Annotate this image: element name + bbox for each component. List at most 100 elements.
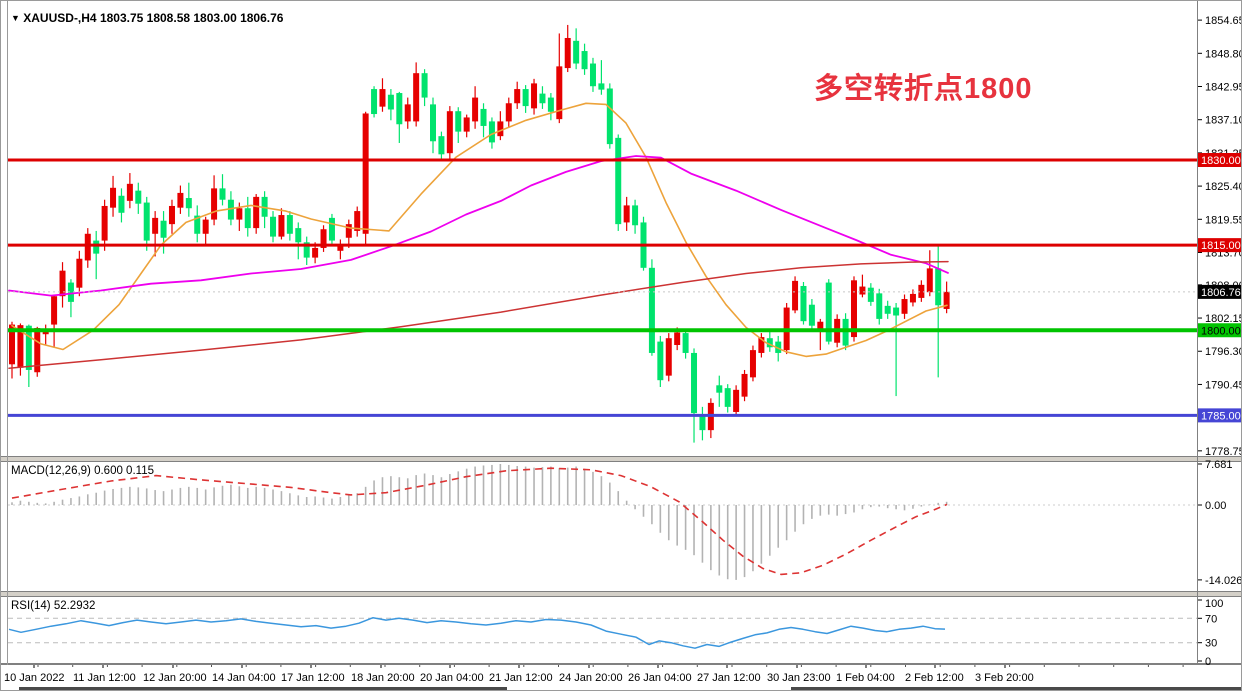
candle <box>25 324 32 387</box>
candle <box>901 294 908 319</box>
candle-body <box>17 325 24 368</box>
candle-body <box>851 280 857 338</box>
candle-body <box>320 229 327 248</box>
candle-body <box>76 258 83 288</box>
candle-body <box>792 280 799 311</box>
candle <box>446 106 453 160</box>
candle <box>817 318 824 351</box>
candle <box>42 324 49 345</box>
candle-body <box>438 136 445 155</box>
candle-body <box>581 51 588 70</box>
candle <box>733 385 740 417</box>
candle-body <box>286 215 293 234</box>
candle <box>606 83 613 149</box>
price-tick-label: 1837.10 <box>1205 115 1242 127</box>
time-axis[interactable]: 10 Jan 2022 11 Jan 12:00 12 Jan 20:00 14 Ja… <box>4 665 1184 684</box>
candle <box>404 97 411 129</box>
candle <box>741 369 748 402</box>
candle <box>320 225 327 252</box>
main-price-pane[interactable] <box>8 24 1197 443</box>
time-label: 30 Jan 23:00 <box>767 672 831 684</box>
candle-body <box>733 389 740 412</box>
candle-body <box>354 211 361 231</box>
candle-body <box>143 202 150 241</box>
candle-body <box>497 121 504 137</box>
candle <box>615 134 622 231</box>
pane-separator[interactable] <box>1 591 1242 597</box>
candle-body <box>682 333 689 353</box>
ma-mid-magenta <box>8 155 949 297</box>
time-label: 17 Jan 12:00 <box>281 672 345 684</box>
candle <box>876 288 883 325</box>
candle-body <box>623 205 630 223</box>
candle-body <box>227 199 234 220</box>
candle <box>463 114 470 138</box>
candle <box>110 175 117 217</box>
candle-body <box>152 217 159 234</box>
candle-body <box>564 37 571 69</box>
candle <box>935 245 942 378</box>
candle-body <box>430 104 436 142</box>
candle-body <box>926 268 933 293</box>
price-badge-value: 1830.00 <box>1201 155 1241 167</box>
time-label: 10 Jan 2022 <box>4 672 65 684</box>
candle-body <box>396 93 403 125</box>
candle <box>792 276 799 314</box>
candle-body <box>615 137 622 225</box>
candle-body <box>505 103 512 122</box>
price-badge-1830.00: 1830.00 <box>1198 153 1241 167</box>
price-badge-bg <box>1198 323 1241 338</box>
macd-axis-label: -14.026 <box>1205 575 1242 587</box>
candle <box>665 333 672 382</box>
candle-body <box>34 327 41 373</box>
candle <box>859 274 866 298</box>
ma-fast-orange <box>11 102 948 358</box>
candle <box>539 86 546 109</box>
candle-body <box>328 217 335 241</box>
price-tick-label: 1848.80 <box>1205 48 1242 60</box>
price-badge-value: 1785.00 <box>1201 410 1241 422</box>
candle-body <box>110 187 117 208</box>
candle-body <box>185 198 192 209</box>
candle-body <box>632 205 639 226</box>
candle-body <box>724 388 731 407</box>
price-tick-label: 1802.15 <box>1205 313 1242 325</box>
candle-body <box>514 89 521 104</box>
candle-body <box>101 205 108 241</box>
candle-body <box>749 350 756 378</box>
candle <box>909 289 916 307</box>
candle <box>430 97 436 154</box>
candle-body <box>463 117 470 132</box>
candle <box>455 107 462 143</box>
candle <box>825 279 832 345</box>
candle <box>244 196 251 237</box>
chinese-annotation-text: 多空转折点1800 <box>814 73 1033 105</box>
ma-slow-darkred <box>8 260 949 370</box>
macd-pane[interactable]: 7.681 0.00 -14.026 <box>8 459 1242 587</box>
candle-body <box>236 208 243 220</box>
candle-body <box>168 205 175 225</box>
pane-separator[interactable] <box>1 456 1242 462</box>
candle <box>396 91 403 143</box>
candle <box>438 131 445 160</box>
candle-body <box>775 341 782 353</box>
candle-body <box>522 89 529 107</box>
candle <box>59 262 66 308</box>
candle-body <box>362 113 369 234</box>
candle-body <box>741 373 748 397</box>
price-tick-label: 1825.40 <box>1205 181 1242 193</box>
candle-body <box>893 307 900 316</box>
time-label: 27 Jan 12:00 <box>697 672 761 684</box>
price-axis[interactable]: 1854.651848.801842.951837.101831.251825.… <box>1198 15 1242 458</box>
rsi-pane[interactable]: 100 70 30 0 <box>8 598 1223 668</box>
symbol-dropdown-icon[interactable]: ▼ <box>11 13 20 23</box>
candle-body <box>884 305 891 314</box>
price-badge-1785.00: 1785.00 <box>1198 408 1241 423</box>
rsi-axis-label: 0 <box>1205 656 1211 668</box>
candle-body <box>59 270 66 297</box>
candle <box>598 60 605 95</box>
candle-body <box>202 219 209 234</box>
candle <box>682 328 689 359</box>
